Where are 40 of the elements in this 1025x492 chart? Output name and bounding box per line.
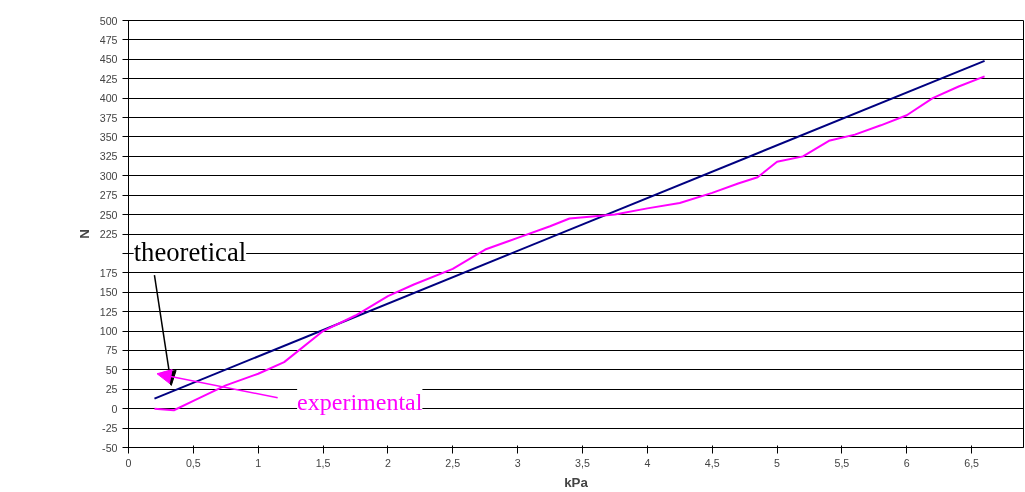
x-tick-label: 3,5: [575, 456, 590, 469]
y-tick-label: 275: [99, 189, 118, 202]
x-tick-label: 2: [384, 456, 391, 469]
x-tick-label: 2,5: [445, 456, 461, 469]
y-tick-label: 25: [105, 383, 118, 396]
y-tick-label: 425: [99, 72, 118, 85]
y-tick-label: 0: [111, 402, 118, 415]
x-axis-title: kPa: [564, 474, 589, 490]
x-tick-label: 3: [514, 456, 521, 469]
x-tick-label: 5: [774, 456, 781, 469]
y-tick-label: 100: [99, 325, 118, 338]
x-tick-label: 0: [125, 456, 132, 469]
y-tick-label: 350: [99, 130, 118, 143]
annotation: experimental: [297, 388, 423, 415]
y-tick-label: 125: [99, 305, 118, 318]
y-tick-label: -50: [102, 441, 118, 454]
x-tick-label: 0,5: [185, 456, 201, 469]
y-tick-label: -25: [102, 422, 118, 435]
x-tick-label: 1: [255, 456, 262, 469]
y-tick-label: 50: [105, 363, 118, 376]
y-tick-label: 300: [99, 169, 118, 182]
y-tick-label: 325: [99, 150, 118, 163]
annotation: theoretical: [133, 237, 247, 268]
y-axis-title: N: [76, 229, 92, 239]
y-tick-label: 150: [99, 286, 118, 299]
y-tick-label: 250: [99, 208, 118, 221]
x-tick-label: 4: [644, 456, 651, 469]
x-tick-label: 1,5: [315, 456, 331, 469]
x-tick-label: 4,5: [704, 456, 720, 469]
y-tick-label: 450: [99, 53, 118, 66]
y-tick-label: 75: [105, 344, 118, 357]
x-tick-label: 6: [903, 456, 910, 469]
y-tick-label: 375: [99, 111, 118, 124]
y-tick-label: 475: [99, 33, 118, 46]
y-tick-label: 225: [99, 228, 118, 240]
y-tick-label: 500: [99, 14, 118, 27]
x-tick-label: 5,5: [834, 456, 850, 469]
y-tick-label: 400: [99, 92, 118, 105]
x-tick-label: 6,5: [964, 456, 980, 469]
y-tick-label: 175: [99, 266, 118, 279]
